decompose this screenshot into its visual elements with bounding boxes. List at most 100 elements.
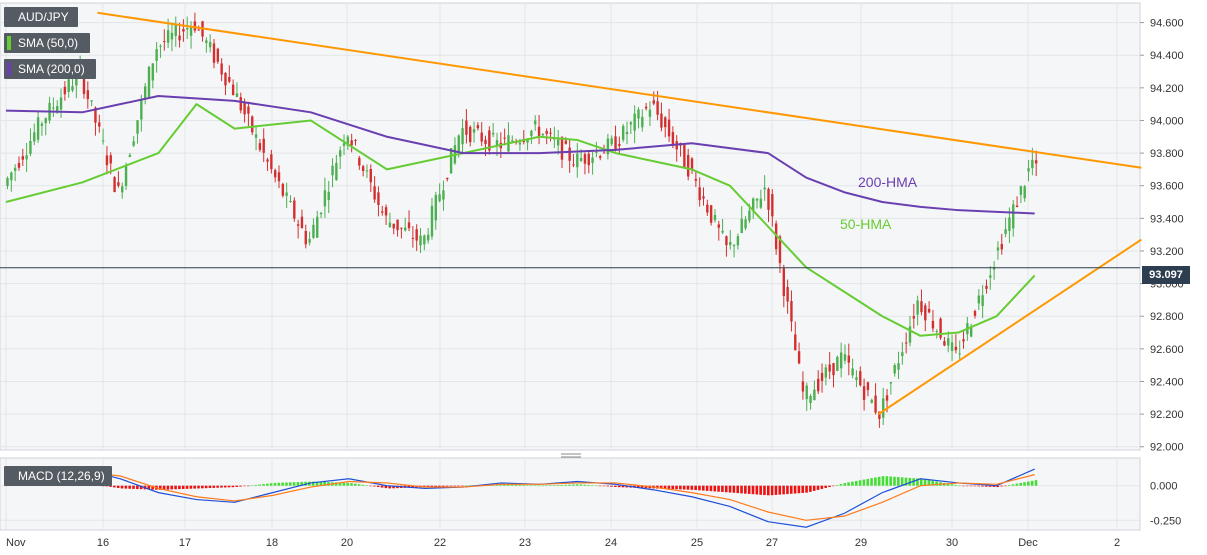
macd-histogram-bar xyxy=(1004,485,1007,487)
candle-body xyxy=(503,137,506,139)
candle-body xyxy=(1000,243,1003,250)
candle-body xyxy=(851,368,854,376)
candle-body xyxy=(457,135,460,152)
macd-histogram-bar xyxy=(128,485,131,489)
candle-body xyxy=(212,43,216,63)
candle-body xyxy=(231,84,235,96)
x-tick-label: 18 xyxy=(266,537,278,549)
macd-histogram-bar xyxy=(231,485,235,488)
candle-body xyxy=(694,178,698,181)
macd-histogram-bar xyxy=(832,485,835,487)
candle-body xyxy=(446,177,449,180)
macd-histogram-bar xyxy=(426,485,430,488)
x-tick-label: 24 xyxy=(605,537,617,549)
candle-body xyxy=(407,222,411,229)
candle-body xyxy=(101,140,105,142)
candle-body xyxy=(534,120,537,125)
macd-histogram-bar xyxy=(438,485,441,487)
candle-body xyxy=(939,318,942,338)
macd-histogram-bar xyxy=(243,485,246,487)
macd-histogram-bar xyxy=(346,482,349,486)
macd-histogram-bar xyxy=(575,484,579,486)
macd-histogram-bar xyxy=(809,485,812,492)
macd-histogram-bar xyxy=(965,485,969,487)
candle-body xyxy=(560,137,564,160)
macd-histogram-bar xyxy=(239,485,242,487)
candle-body xyxy=(159,45,162,47)
macd-histogram-bar xyxy=(533,485,537,486)
macd-line xyxy=(5,468,1035,528)
macd-histogram-bar xyxy=(606,485,609,487)
candle-body xyxy=(109,155,112,164)
macd-histogram-bar xyxy=(315,481,319,486)
candle-body xyxy=(36,117,40,140)
candle-body xyxy=(901,352,904,356)
candle-body xyxy=(947,338,950,346)
candle-body xyxy=(186,28,189,30)
macd-histogram-bar xyxy=(269,483,273,486)
candle-body xyxy=(591,157,594,163)
macd-histogram-bar xyxy=(640,485,644,488)
macd-histogram-bar xyxy=(659,485,663,489)
candle-body xyxy=(21,156,24,160)
macd-histogram-bar xyxy=(736,485,740,494)
candle-body xyxy=(606,138,610,155)
candle-body xyxy=(495,140,499,146)
x-tick-label: 30 xyxy=(946,537,958,549)
macd-histogram-bar xyxy=(675,485,678,490)
macd-histogram-bar xyxy=(908,477,912,486)
macd-histogram-bar xyxy=(1007,485,1011,486)
macd-histogram-bar xyxy=(897,477,900,486)
macd-histogram-bar xyxy=(212,485,216,488)
macd-histogram-bar xyxy=(709,485,713,492)
macd-histogram-bar xyxy=(694,485,697,491)
macd-histogram-bar xyxy=(113,485,116,488)
y-tick-label: 94.400 xyxy=(1150,50,1184,62)
candle-body xyxy=(488,130,491,151)
candle-body xyxy=(350,140,353,146)
macd-histogram-bar xyxy=(158,485,162,490)
candle-body xyxy=(1034,160,1038,164)
candle-body xyxy=(90,100,93,102)
candle-body xyxy=(820,372,824,381)
macd-histogram-bar xyxy=(851,481,854,486)
candle-body xyxy=(155,49,158,61)
candle-body xyxy=(713,214,717,221)
macd-histogram-bar xyxy=(166,485,170,490)
candle-body xyxy=(1004,229,1007,235)
macd-histogram-bar xyxy=(904,477,908,486)
macd-histogram-bar xyxy=(1000,485,1003,487)
macd-histogram-bar xyxy=(877,476,881,486)
candle-body xyxy=(484,139,487,145)
sma50-line xyxy=(5,103,1036,337)
candle-body xyxy=(579,158,583,161)
candle-body xyxy=(228,77,231,82)
macd-histogram-bar xyxy=(445,485,449,487)
macd-y-tick-label: -0.250 xyxy=(1150,515,1181,527)
macd-histogram-bar xyxy=(774,485,778,495)
macd-histogram-bar xyxy=(380,485,384,488)
macd-histogram-bar xyxy=(885,476,889,486)
macd-histogram-bar xyxy=(342,482,346,486)
candle-body xyxy=(63,86,67,95)
candle-body xyxy=(86,90,90,100)
candle-body xyxy=(526,139,529,143)
candle-body xyxy=(618,144,621,146)
macd-histogram-bar xyxy=(763,485,766,496)
candle-body xyxy=(128,155,132,158)
candle-body xyxy=(576,153,579,168)
candle-body xyxy=(316,216,319,238)
candle-body xyxy=(721,230,724,233)
macd-histogram-bar xyxy=(900,477,904,486)
macd-histogram-bar xyxy=(931,480,935,486)
candle-body xyxy=(660,113,663,128)
macd-histogram-bar xyxy=(235,485,239,487)
macd-histogram-bar xyxy=(839,484,843,486)
candle-body xyxy=(373,186,376,200)
macd-histogram-bar xyxy=(854,480,858,486)
candle-body xyxy=(300,216,304,229)
candle-body xyxy=(1031,159,1034,169)
candle-body xyxy=(365,170,369,172)
sma200-line xyxy=(5,94,1035,215)
macd-histogram-bar xyxy=(170,485,174,490)
